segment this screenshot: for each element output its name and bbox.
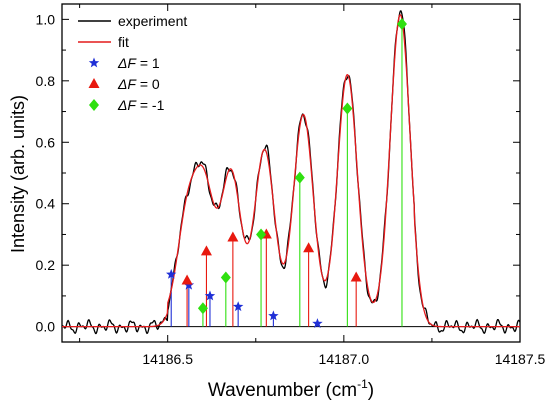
legend-variable: ΔF [117,97,137,113]
y-tick-label: 0.6 [36,134,56,150]
fit-legend-label: fit [118,34,129,50]
x-axis-label-close: ) [368,380,374,401]
dF_minus1-legend-label: ΔF = -1 [117,97,165,113]
dF_0-marker [303,242,315,253]
dF_plus1-marker [268,310,279,321]
y-tick-label: 0.4 [36,196,56,212]
axis-ticks: 14186.5 14187.0 14187.5 0.0 0.2 0.4 0.6 0.8 1.0 [36,4,546,367]
x-axis-label-sup: -1 [357,377,368,391]
dF_minus1-marker [342,102,353,115]
x-tick-label: 14187.5 [495,351,546,367]
dF_plus1-marker [232,301,244,312]
dF_0-marker [181,274,193,285]
dF_minus1-marker [220,271,231,284]
dF_0-legend-label: ΔF = 0 [117,76,160,92]
legend-value: = 1 [136,55,160,71]
dF_plus1-legend-label: ΔF = 1 [117,55,160,71]
curves [61,10,521,335]
legend-variable: ΔF [117,76,137,92]
dF_0-legend-swatch [88,78,100,88]
y-tick-label: 0.8 [36,73,56,89]
dF_minus1-legend-swatch [89,99,99,111]
y-tick-label: 0.2 [36,257,56,273]
dF_0-marker [227,231,239,242]
dF_plus1-marker [166,268,177,279]
y-tick-label: 0.0 [36,319,56,335]
dF_plus1-marker [312,318,323,328]
dF_plus1-marker [204,290,216,301]
dF_minus1-marker [294,171,305,184]
dF_plus1-marker [183,279,195,290]
dF_plus1-legend-swatch [88,57,100,68]
x-axis-label: Wavenumber (cm-1) [208,377,374,401]
dF_minus1-marker [396,17,407,30]
dF_minus1-marker [256,228,267,241]
legend-value: = -1 [136,97,165,113]
dF_minus1-marker [197,302,208,315]
x-tick-label: 14186.5 [142,351,193,367]
y-tick-label: 1.0 [36,11,56,27]
fit-line [62,14,520,328]
x-axis-label-main: Wavenumber (cm [208,380,357,401]
legend-value: = 0 [136,76,160,92]
experiment-legend-label: experiment [118,13,187,29]
markers [166,17,407,328]
dF_0-marker [200,245,212,256]
dF_0-marker [350,271,362,282]
x-tick-label: 14187.0 [319,351,370,367]
stick-spectra [170,23,403,327]
legend-variable: ΔF [117,55,137,71]
y-axis-label: Intensity (arb. units) [8,95,28,253]
